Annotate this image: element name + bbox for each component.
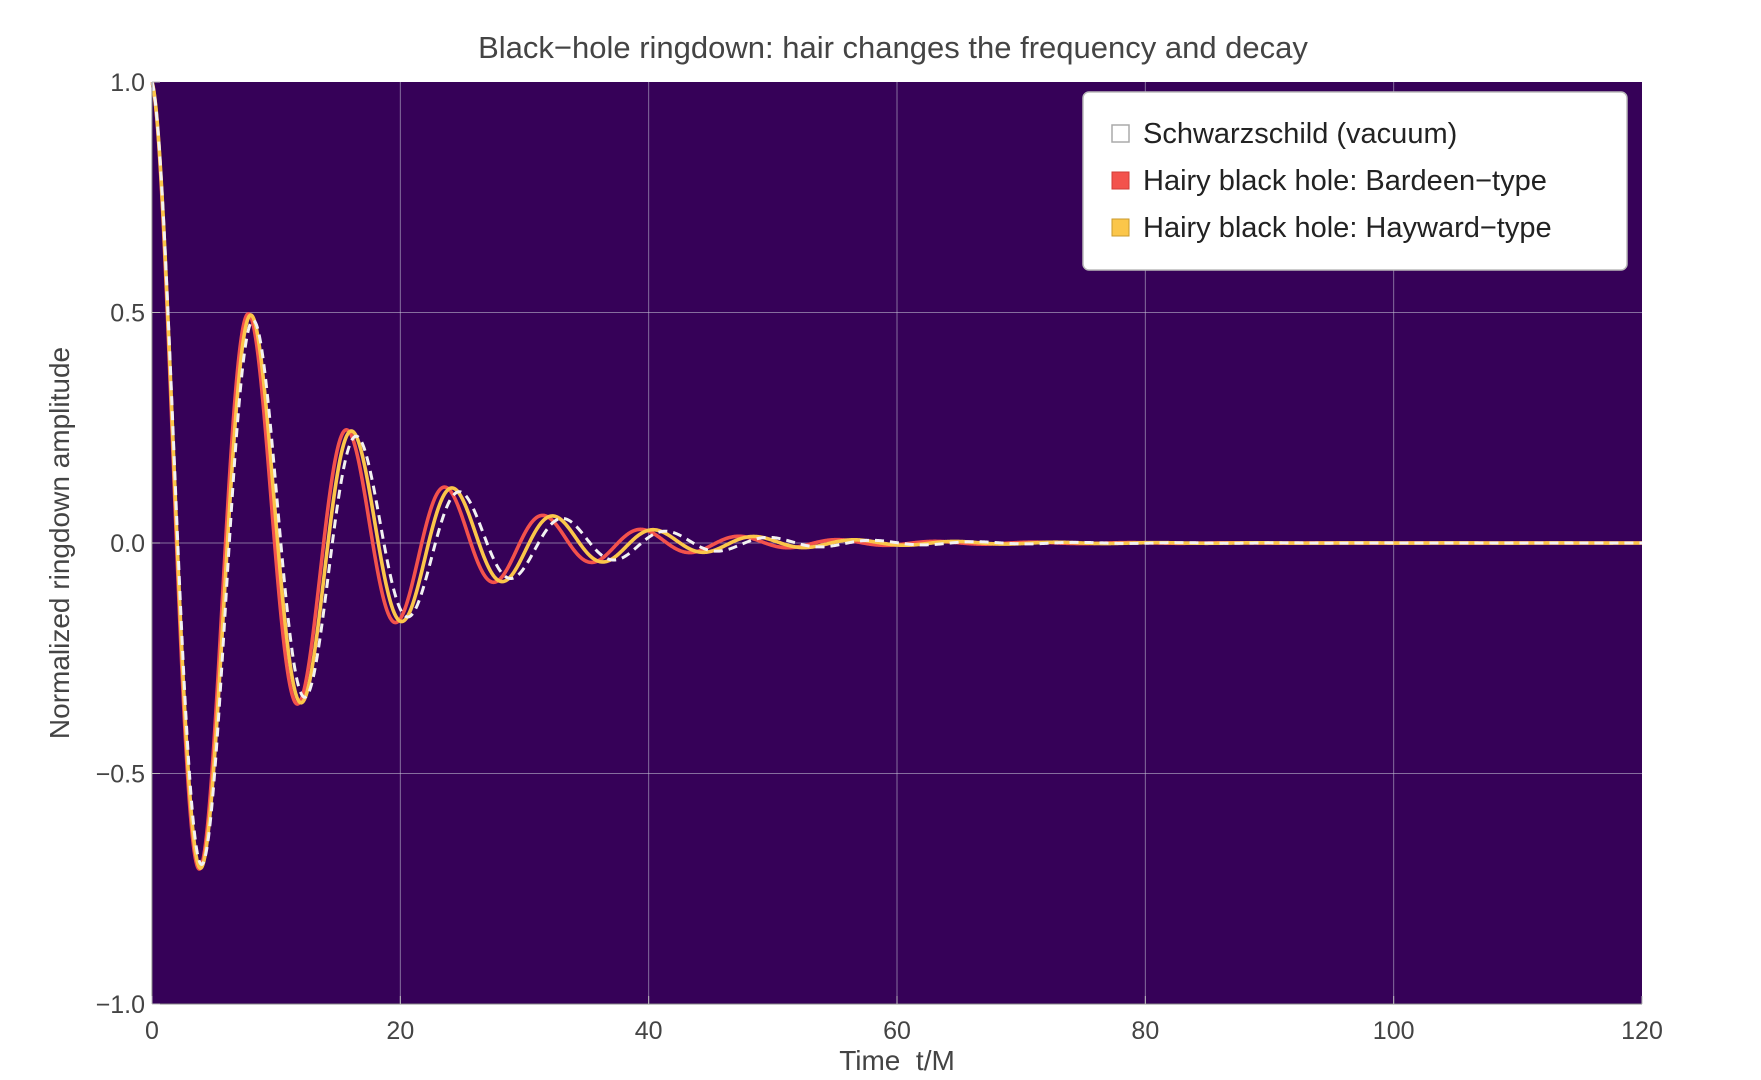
x-tick-label: 80 bbox=[1131, 1017, 1159, 1045]
y-tick-label: 1.0 bbox=[110, 69, 145, 97]
axes bbox=[151, 81, 1643, 1005]
legend-label-bardeen: Hairy black hole: Bardeen−type bbox=[1143, 165, 1547, 197]
legend-entry-bardeen: Hairy black hole: Bardeen−type bbox=[1111, 165, 1547, 197]
legend-swatch-hayward bbox=[1111, 218, 1130, 237]
x-tick-label: 120 bbox=[1621, 1017, 1663, 1045]
y-tick-label: −1.0 bbox=[96, 991, 145, 1019]
y-tick-label: 0.5 bbox=[110, 300, 145, 328]
legend: Schwarzschild (vacuum) Hairy black hole:… bbox=[1082, 91, 1628, 271]
tick-labels: 0 20 40 60 80 100 120 −1.0 −0.5 0.0 0.5 1.0 bbox=[96, 69, 1663, 1045]
x-tick-label: 20 bbox=[386, 1017, 414, 1045]
legend-entry-schwarzschild: Schwarzschild (vacuum) bbox=[1111, 118, 1457, 150]
x-tick-label: 100 bbox=[1373, 1017, 1415, 1045]
legend-swatch-schwarzschild bbox=[1111, 124, 1130, 143]
y-tick-label: 0.0 bbox=[110, 530, 145, 558]
legend-swatch-bardeen bbox=[1111, 171, 1130, 190]
chart-title: Black−hole ringdown: hair changes the fr… bbox=[478, 30, 1308, 65]
x-axis-label: Time t/M bbox=[839, 1045, 955, 1076]
y-tick-label: −0.5 bbox=[96, 761, 145, 789]
series-line-2 bbox=[150, 81, 1644, 871]
legend-label-hayward: Hairy black hole: Hayward−type bbox=[1143, 212, 1552, 244]
x-tick-label: 0 bbox=[145, 1017, 159, 1045]
series-line-0 bbox=[150, 81, 1643, 866]
series-layer bbox=[150, 81, 1644, 871]
y-axis-label: Normalized ringdown amplitude bbox=[44, 347, 75, 739]
legend-entry-hayward: Hairy black hole: Hayward−type bbox=[1111, 212, 1552, 244]
legend-box bbox=[1082, 91, 1628, 271]
legend-label-schwarzschild: Schwarzschild (vacuum) bbox=[1143, 118, 1457, 150]
x-tick-label: 40 bbox=[635, 1017, 663, 1045]
x-tick-label: 60 bbox=[883, 1017, 911, 1045]
